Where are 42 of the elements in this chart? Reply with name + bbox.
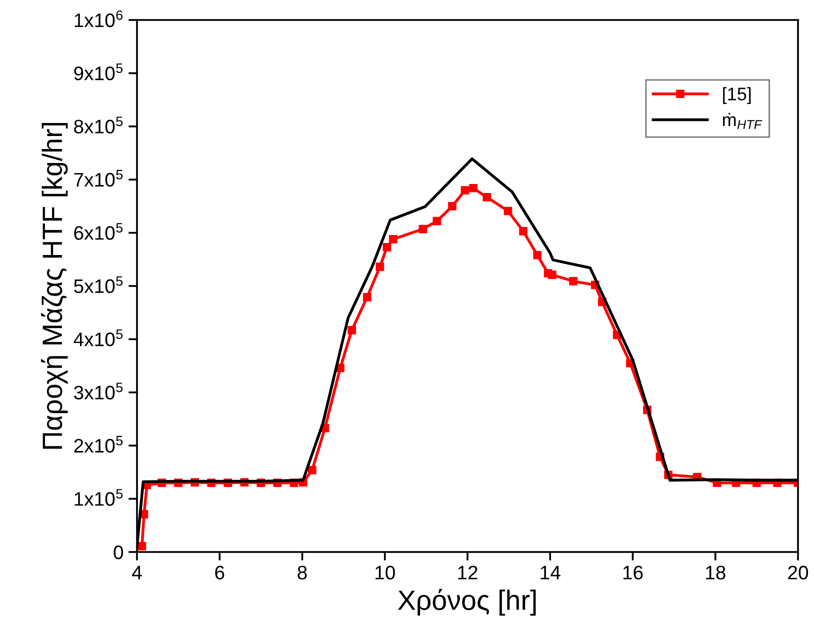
x-tick-label: 18	[706, 566, 726, 580]
x-tick-label: 4	[132, 566, 142, 580]
y-tick-label: 7x10$^{5}$	[74, 170, 123, 187]
x-axis-title: Χρόνος [hr]	[398, 588, 536, 616]
point	[388, 235, 398, 244]
x-tick-label: 8	[298, 566, 307, 580]
x-tick-label: 6	[215, 566, 224, 580]
x-tick-label: 14	[540, 566, 560, 580]
y-tick-label: 9x10$^{5}$	[74, 64, 123, 80]
point	[569, 277, 578, 286]
point	[376, 262, 384, 272]
point	[533, 250, 542, 260]
y-tick-label: 3x10$^{5}$	[74, 382, 123, 400]
point	[418, 224, 428, 234]
y-tick-label: 2x10$^{5}$	[74, 436, 123, 453]
y-tick-label: 6x10$^{5}$	[74, 223, 123, 240]
point	[448, 202, 456, 210]
point	[308, 466, 316, 474]
point	[469, 184, 478, 192]
y-tick-label: 8x10$^{5}$	[74, 116, 123, 134]
point	[432, 216, 442, 226]
y-tick-label: 1x10$^{6}$	[74, 10, 123, 28]
point	[519, 227, 528, 236]
point	[504, 206, 512, 216]
legend-label: ṁ$_{HTF}$	[723, 112, 762, 129]
point	[362, 293, 372, 302]
y-tick-label: 4x10$^{5}$	[74, 330, 123, 346]
x-tick-label: 20	[788, 566, 808, 580]
point	[348, 326, 356, 334]
y-tick-label: 1x10$^{5}$	[74, 489, 123, 506]
y-tick-label: 5x10$^{5}$	[74, 276, 123, 294]
y-tick-label: 0	[114, 545, 124, 560]
point	[138, 542, 146, 550]
x-tick-label: 16	[623, 566, 643, 580]
x-tick-label: 10	[376, 566, 395, 580]
point	[482, 192, 492, 202]
y-axis-title: Παροχή Μάζας HTF [kg/hr]	[41, 122, 68, 449]
legend-label: [15]	[723, 87, 751, 104]
x-tick-label: 12	[458, 566, 478, 580]
point	[548, 270, 556, 279]
point	[460, 186, 470, 194]
point	[382, 242, 392, 252]
